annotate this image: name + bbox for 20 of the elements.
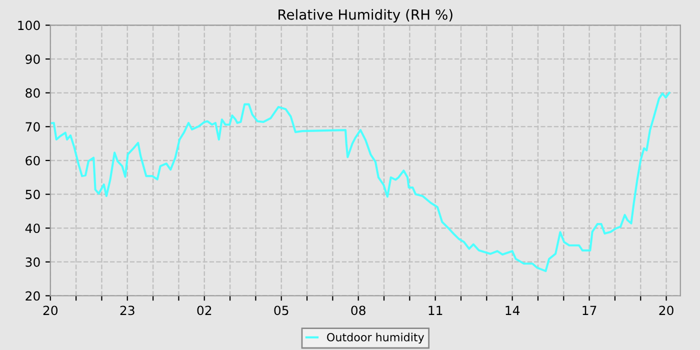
x-tick-label: 17 [582,306,596,315]
y-tick-label: 60 [26,156,40,166]
y-tick-label: 80 [26,88,40,98]
x-tick-label: 20 [659,306,674,316]
y-tick-label: 100 [18,20,40,30]
x-tick-label: 23 [120,306,134,316]
x-tick-label: 02 [197,306,212,316]
legend-label: Outdoor humidity [327,332,424,344]
y-tick-label: 30 [26,257,40,267]
chart-title: Relative Humidity (RH %) [278,9,452,23]
y-tick-label: 40 [25,224,40,234]
x-tick-label: 05 [274,306,288,316]
y-tick-label: 20 [26,291,40,301]
x-tick-label: 08 [351,306,366,316]
y-tick-label: 50 [26,190,40,200]
y-tick-label: 70 [26,122,40,132]
x-tick-label: 14 [506,306,520,315]
x-tick-label: 20 [43,306,58,316]
x-tick-label: 11 [428,306,442,315]
y-tick-label: 90 [26,54,40,64]
